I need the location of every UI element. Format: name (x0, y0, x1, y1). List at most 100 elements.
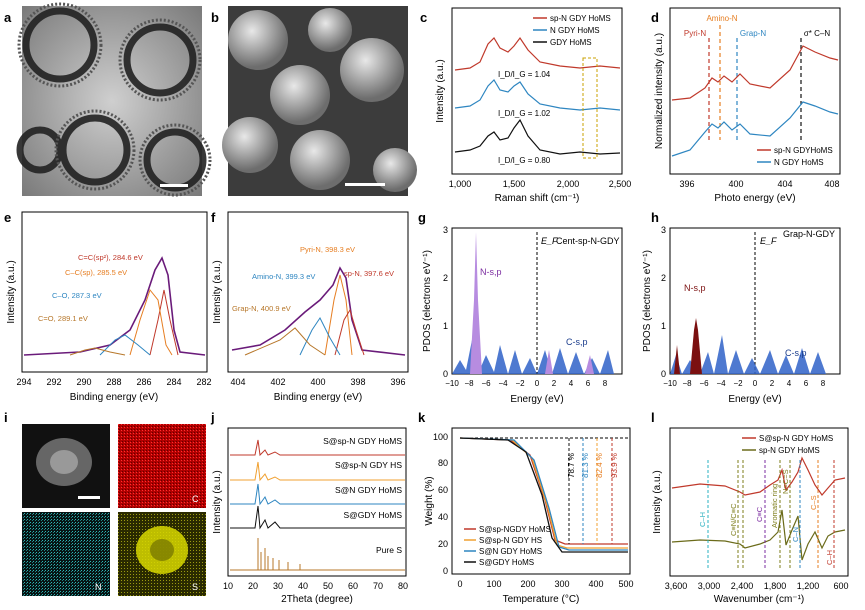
panel-a: a (4, 2, 212, 197)
svg-text:C–O, 287.3 eV: C–O, 287.3 eV (52, 291, 102, 300)
svg-text:f: f (211, 210, 216, 225)
svg-text:600: 600 (833, 581, 848, 591)
svg-text:Binding energy (eV): Binding energy (eV) (274, 392, 362, 403)
svg-text:N-s,p: N-s,p (684, 283, 706, 293)
svg-text:292: 292 (46, 377, 61, 387)
svg-text:Temperature (°C): Temperature (°C) (503, 594, 580, 605)
panel-k: k Weight (%) Temperature (°C) 0 20 40 60… (418, 410, 634, 605)
tem-spheres (16, 7, 207, 192)
panel-letter-b: b (211, 10, 219, 25)
svg-text:C–H: C–H (825, 550, 834, 565)
svg-text:C=C(sp²), 284.6 eV: C=C(sp²), 284.6 eV (78, 253, 143, 262)
panel-letter-a: a (4, 10, 12, 25)
svg-text:200: 200 (520, 579, 535, 589)
svg-text:j: j (210, 410, 215, 425)
svg-text:Amino-N, 399.3 eV: Amino-N, 399.3 eV (252, 272, 315, 281)
svg-text:C-s,p: C-s,p (566, 337, 588, 347)
panel-letter-d: d (651, 10, 659, 25)
svg-text:0: 0 (443, 566, 448, 576)
panel-d: d Normalized intensity (a.u.) Photo ener… (651, 7, 841, 204)
svg-text:60: 60 (438, 485, 448, 495)
panel-e: e Intensity (a.u.) Binding energy (eV) 2… (4, 210, 212, 403)
x-tick: 1,500 (503, 179, 526, 189)
svg-text:404: 404 (777, 179, 792, 189)
svg-text:−8: −8 (464, 379, 474, 388)
svg-text:sp-N, 397.6 eV: sp-N, 397.6 eV (344, 269, 394, 278)
svg-text:1: 1 (443, 321, 448, 331)
svg-text:−6: −6 (481, 379, 491, 388)
svg-text:8: 8 (603, 379, 608, 388)
svg-text:0: 0 (535, 379, 540, 388)
svg-text:2,400: 2,400 (731, 581, 754, 591)
svg-text:S@sp-N GDY HoMS: S@sp-N GDY HoMS (759, 434, 833, 443)
svg-text:−2: −2 (733, 379, 743, 388)
svg-text:C: C (192, 494, 199, 504)
legend-item: GDY HoMS (550, 38, 592, 47)
svg-text:80: 80 (398, 581, 408, 591)
svg-text:78.7 %: 78.7 % (567, 453, 576, 478)
svg-text:σ* C–N: σ* C–N (804, 29, 831, 38)
svg-text:1,800: 1,800 (764, 581, 787, 591)
legend-item: N GDY HoMS (550, 26, 600, 35)
x-axis-label: Photo energy (eV) (714, 193, 795, 204)
svg-text:S@sp-NGDY HoMS: S@sp-NGDY HoMS (479, 525, 551, 534)
svg-text:Pyri-N: Pyri-N (684, 29, 706, 38)
svg-text:3: 3 (443, 225, 448, 235)
svg-text:Cent-sp-N-GDY: Cent-sp-N-GDY (556, 236, 620, 246)
series-sp-n-gdy (454, 36, 621, 71)
svg-text:−2: −2 (515, 379, 525, 388)
svg-text:C=O, 289.1 eV: C=O, 289.1 eV (38, 314, 88, 323)
svg-text:Pyri-N, 398.3 eV: Pyri-N, 398.3 eV (300, 245, 355, 254)
svg-text:PDOS (electrons eV⁻¹): PDOS (electrons eV⁻¹) (422, 250, 433, 352)
svg-text:−4: −4 (716, 379, 726, 388)
svg-text:2: 2 (770, 379, 775, 388)
svg-text:20: 20 (248, 581, 258, 591)
svg-text:S@GDY HoMS: S@GDY HoMS (343, 510, 402, 520)
svg-text:−10: −10 (663, 379, 677, 388)
svg-text:40: 40 (438, 512, 448, 522)
panel-c: c Intensity (a.u.) Raman shift (cm⁻¹) 1,… (420, 7, 631, 204)
n-sp-dos (470, 232, 482, 374)
svg-text:S@N GDY HoMS: S@N GDY HoMS (335, 485, 402, 495)
svg-text:404: 404 (230, 377, 245, 387)
svg-text:70: 70 (373, 581, 383, 591)
svg-text:3,600: 3,600 (665, 581, 688, 591)
svg-text:400: 400 (728, 179, 743, 189)
svg-text:400: 400 (310, 377, 325, 387)
svg-text:Grap-N: Grap-N (740, 29, 766, 38)
svg-text:N=C=S: N=C=S (781, 469, 790, 494)
svg-text:408: 408 (824, 179, 839, 189)
svg-text:290: 290 (76, 377, 91, 387)
panel-l: l Intensity (a.u.) Wavenumber (cm⁻¹) 3,6… (651, 410, 849, 605)
svg-text:C–S: C–S (809, 495, 818, 510)
panel-g: g PDOS (electrons eV⁻¹) Energy (eV) 0 1 … (418, 210, 623, 405)
svg-text:Grap-N, 400.9 eV: Grap-N, 400.9 eV (232, 304, 291, 313)
svg-text:8: 8 (821, 379, 826, 388)
series-gdy (454, 118, 621, 155)
svg-text:−8: −8 (682, 379, 692, 388)
svg-text:Aromatic ring: Aromatic ring (770, 484, 779, 528)
svg-text:Binding energy (eV): Binding energy (eV) (70, 392, 158, 403)
svg-text:C–C(sp), 285.5 eV: C–C(sp), 285.5 eV (65, 268, 127, 277)
svg-text:Grap-N-GDY: Grap-N-GDY (783, 229, 835, 239)
panel-b: b (211, 6, 417, 196)
plot-frame (669, 7, 841, 175)
svg-text:−4: −4 (498, 379, 508, 388)
svg-text:1,200: 1,200 (797, 581, 820, 591)
svg-text:Intensity (a.u.): Intensity (a.u.) (212, 260, 223, 323)
svg-text:E_F: E_F (541, 236, 558, 246)
x-axis-label: Raman shift (cm⁻¹) (495, 193, 580, 204)
svg-text:S@sp-N GDY HS: S@sp-N GDY HS (335, 460, 402, 470)
svg-text:50: 50 (323, 581, 333, 591)
svg-text:Pure S: Pure S (376, 545, 402, 555)
svg-text:N-s,p: N-s,p (480, 267, 502, 277)
svg-text:S: S (192, 582, 198, 592)
y-axis-label: Intensity (a.u.) (435, 59, 446, 122)
scale-bar (160, 184, 188, 187)
x-tick: 2,000 (557, 179, 580, 189)
svg-text:30: 30 (273, 581, 283, 591)
scale-bar (345, 183, 385, 186)
legend-item: sp-N GDY HoMS (550, 14, 611, 23)
svg-text:93.9 %: 93.9 % (610, 453, 619, 478)
plot-frame (227, 211, 409, 373)
